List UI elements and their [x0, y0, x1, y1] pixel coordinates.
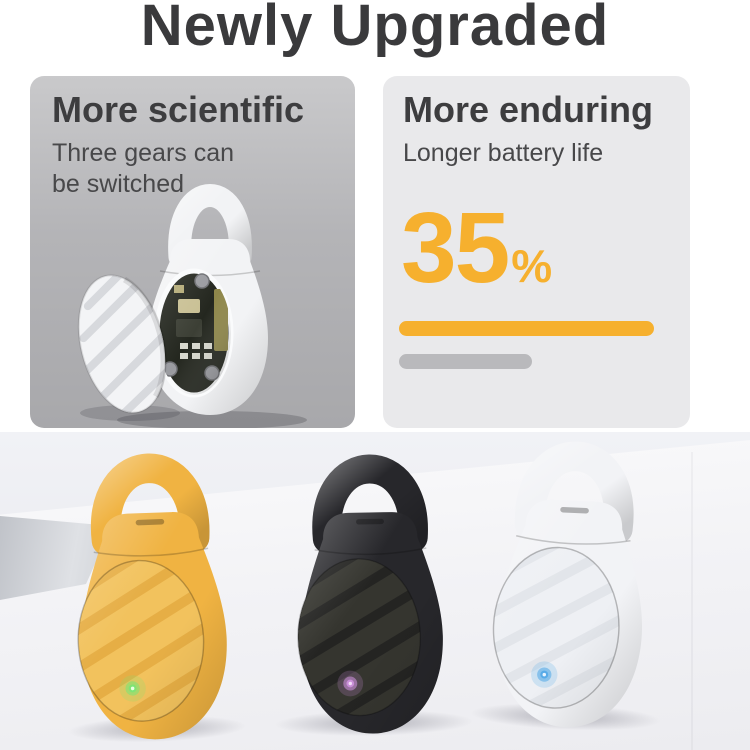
scientific-subtitle: Three gears can be switched — [52, 138, 355, 200]
tracker-black — [243, 432, 499, 742]
scientific-title: More scientific — [52, 89, 305, 130]
product-photo — [0, 432, 750, 750]
enduring-title: More enduring — [403, 89, 653, 130]
device-cover-disc — [77, 266, 176, 422]
device-top-slot — [135, 519, 165, 526]
scientific-subtitle-line1: Three gears can — [52, 139, 235, 167]
feature-card-scientific: More scientific Three gears can be switc… — [30, 76, 355, 428]
device-seam — [516, 534, 631, 545]
battery-stat-unit: % — [511, 240, 553, 292]
device-top-slot — [560, 506, 589, 514]
page-title: Newly Upgraded — [140, 0, 610, 58]
device-seam — [93, 547, 209, 557]
battery-stat-value: 35 — [401, 192, 510, 304]
device-internals-photo — [30, 176, 355, 428]
wall-corner-seam — [691, 452, 693, 750]
scientific-subtitle-line2: be switched — [52, 170, 185, 198]
device-seam — [314, 547, 427, 556]
device-top-slot — [356, 518, 384, 525]
tracker-yellow — [34, 432, 269, 750]
battery-stat: 35% — [401, 198, 552, 298]
feature-card-enduring: More enduring Longer battery life 35% — [383, 76, 690, 428]
progress-bar-upgraded — [399, 321, 654, 336]
progress-bar-previous — [399, 354, 532, 369]
tracker-white — [445, 432, 699, 739]
enduring-subtitle: Longer battery life — [403, 139, 604, 167]
internals-illustration — [77, 184, 307, 428]
device-shadow — [117, 411, 307, 428]
pcb-board — [157, 271, 231, 395]
